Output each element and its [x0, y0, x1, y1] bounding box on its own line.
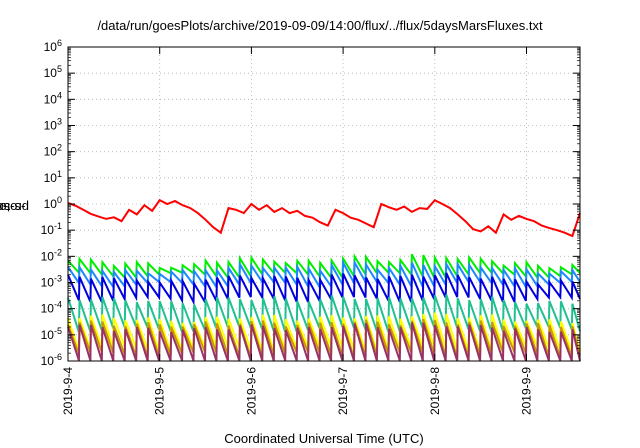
series-line	[67, 258, 581, 291]
y-tick-label: 105	[44, 64, 62, 80]
chart-series-group	[67, 198, 581, 362]
y-tick-label: 101	[44, 169, 62, 185]
x-axis-label: Coordinated Universal Time (UTC)	[224, 431, 424, 446]
y-tick-label: 10-3	[41, 274, 62, 290]
x-tick-label: 2019-9-9	[520, 367, 534, 415]
y-tick-label: 10-2	[41, 247, 62, 263]
x-tick-label: 2019-9-8	[428, 367, 442, 415]
chart-title: /data/run/goesPlots/archive/2019-09-09/1…	[97, 18, 543, 33]
y-tick-label: 106	[44, 38, 62, 54]
y-tick-label: 102	[44, 143, 62, 159]
y-tick-label: 10-6	[41, 352, 62, 368]
chart-grid	[68, 47, 580, 361]
series-line	[67, 272, 581, 306]
series-line	[67, 312, 581, 352]
x-tick-label: 2019-9-6	[244, 367, 258, 415]
y-tick-label: 103	[44, 117, 62, 133]
series-line	[67, 322, 581, 362]
series-line	[67, 198, 581, 238]
x-tick-label: 2019-9-5	[153, 367, 167, 415]
x-tick-label: 2019-9-7	[336, 367, 350, 415]
y-tick-label: 104	[44, 90, 62, 106]
chart-ticks: 10-6 10-5 10-4 10-3 10-2 10-1 100 101 102 103 104 1…	[41, 38, 580, 415]
series-line	[67, 253, 581, 282]
series-line	[67, 318, 581, 358]
y-tick-label: 10-1	[41, 221, 62, 237]
y-tick-label: 10-4	[41, 300, 62, 316]
y-tick-label: 10-5	[41, 326, 62, 342]
y-tick-label: 100	[44, 195, 62, 211]
series-line	[67, 294, 581, 333]
x-tick-label: 2019-9-4	[61, 367, 75, 415]
